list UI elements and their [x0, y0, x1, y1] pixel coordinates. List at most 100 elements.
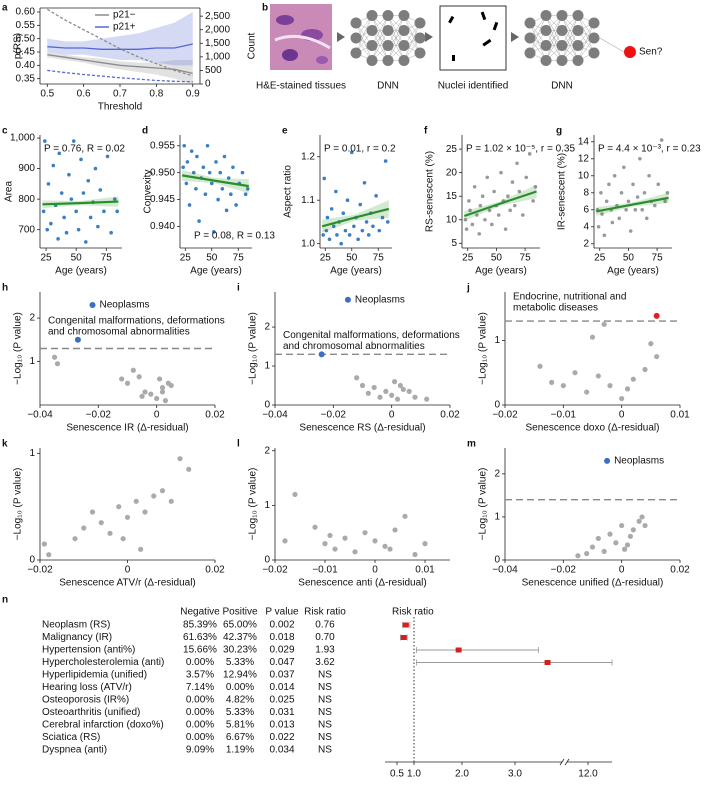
point	[485, 175, 490, 180]
fit-line	[181, 174, 249, 188]
x-axis-label: Age (years)	[475, 266, 527, 277]
panel-letter: n	[2, 595, 8, 606]
point	[659, 138, 664, 142]
x-tick-label: 25	[180, 253, 192, 264]
y-axis-label: Aspect ratio	[283, 165, 294, 218]
table-cell: NS	[318, 695, 332, 706]
y-axis-label: −Log₁₀ (P value)	[13, 468, 24, 541]
table-cell: 0.00%	[186, 720, 214, 731]
y-tick-label: 1.1	[301, 195, 315, 206]
net-node	[398, 40, 410, 51]
net-node	[524, 47, 536, 59]
point	[515, 161, 519, 166]
highlight-label: Neoplasms	[100, 300, 150, 311]
point	[352, 549, 358, 555]
point	[412, 394, 418, 400]
y-tick-label: 1	[494, 512, 500, 523]
point	[389, 392, 395, 398]
point	[619, 395, 625, 402]
point	[600, 212, 604, 216]
y-tick-label: 0.45	[16, 47, 36, 58]
y-tick-label: 0	[494, 400, 500, 411]
point	[589, 334, 596, 340]
point	[517, 189, 522, 194]
row-label: Hypercholesterolemia (anti)	[42, 657, 164, 668]
table-header: Positive	[222, 607, 257, 618]
point	[334, 189, 338, 194]
y-tick-label: 14	[578, 136, 590, 147]
point	[130, 367, 136, 373]
y-tick-label: 0	[264, 555, 270, 566]
net-node	[382, 55, 394, 66]
table-cell: 3.62	[315, 657, 335, 668]
point	[380, 215, 385, 220]
point	[184, 181, 189, 186]
net-edge	[387, 15, 405, 61]
y-tick-label: 2	[264, 322, 270, 333]
x-tick-label: −0.04	[27, 410, 53, 421]
arrow	[337, 32, 345, 42]
point	[642, 522, 648, 529]
table-cell: 1.19%	[226, 745, 254, 756]
y2-tick-label: 500	[205, 65, 222, 76]
y-tick-label: 20	[446, 167, 458, 178]
x-tick-label: 0	[154, 410, 160, 421]
y-tick-label: 10	[578, 170, 590, 181]
y2-tick-label: 2,000	[205, 24, 230, 35]
point	[349, 150, 354, 155]
point	[365, 390, 371, 396]
net-node	[556, 25, 568, 36]
net-edge	[355, 15, 373, 54]
net-edge	[561, 15, 579, 61]
point	[46, 182, 51, 186]
point	[642, 366, 648, 373]
point	[639, 514, 645, 520]
point	[57, 151, 62, 156]
nuclei-box	[439, 5, 507, 71]
table-cell: NS	[318, 720, 332, 731]
point	[472, 184, 477, 189]
row-label: Malignancy (IR)	[42, 632, 112, 643]
point	[478, 203, 483, 208]
y-axis-label: Area	[4, 181, 15, 203]
y-tick-label: 1	[264, 500, 270, 511]
point	[138, 546, 144, 552]
point	[43, 139, 47, 143]
point	[56, 237, 60, 241]
x-axis-label: Senescence anti (Δ-residual)	[298, 578, 426, 589]
point	[560, 383, 566, 389]
y-axis-label: −Log₁₀ (P value)	[248, 468, 259, 541]
point	[374, 194, 378, 198]
point	[607, 383, 613, 389]
point	[483, 217, 487, 222]
net-edge	[403, 22, 421, 61]
y-tick-label: 25	[446, 144, 458, 155]
point	[325, 215, 330, 220]
point	[475, 213, 479, 217]
he-blob	[282, 49, 298, 61]
panel-letter: g	[556, 126, 562, 137]
x-tick-label: 75	[652, 253, 664, 264]
table-cell: 0.76	[315, 620, 335, 631]
highlight-point	[89, 302, 96, 309]
point	[112, 197, 117, 201]
point	[382, 543, 388, 549]
annotation: P = 0.01, r = 0.2	[324, 144, 396, 155]
point	[185, 160, 190, 164]
series-line	[46, 8, 193, 77]
point	[96, 224, 100, 229]
x-tick-label: 0.7	[113, 89, 127, 100]
x-tick-label: −0.01	[551, 410, 577, 421]
point	[332, 546, 338, 552]
point	[168, 382, 174, 389]
point	[226, 176, 231, 180]
point	[214, 160, 218, 164]
point	[394, 396, 401, 402]
point	[617, 216, 622, 221]
point	[74, 209, 78, 214]
output-node	[624, 46, 636, 58]
point	[467, 199, 471, 203]
net-node	[366, 40, 378, 51]
x-tick-label: 0	[619, 410, 625, 421]
highlight-point	[604, 457, 611, 464]
